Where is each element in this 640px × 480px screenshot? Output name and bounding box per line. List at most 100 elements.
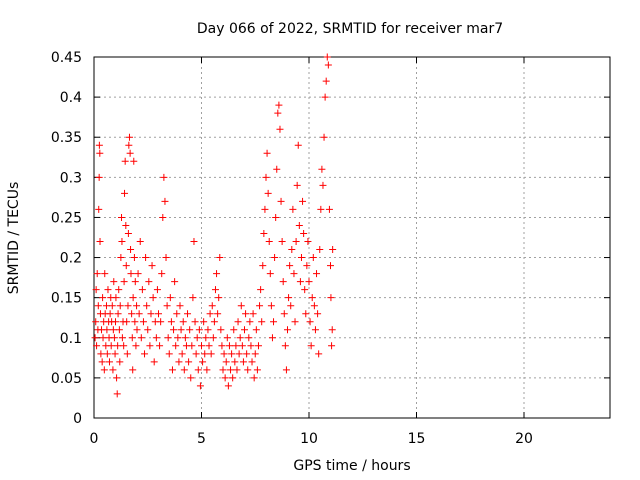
data-point-marker [315,350,323,358]
data-point-marker [136,238,144,246]
data-point-marker [130,254,138,262]
x-axis: 0 5 10 15 20 [90,57,533,447]
data-point-marker [95,205,103,213]
data-point-marker [113,374,121,382]
data-point-marker [294,141,302,149]
data-point-marker [253,366,261,374]
data-point-marker [320,133,328,141]
data-point-marker [192,350,200,358]
data-point-marker [171,278,179,286]
data-point-marker [118,238,126,246]
data-point-marker [271,254,279,262]
data-point-marker [310,302,318,310]
data-point-marker [261,205,269,213]
data-point-marker [232,342,240,350]
data-point-marker [116,358,124,366]
data-point-marker [180,366,188,374]
data-point-marker [304,238,312,246]
data-point-marker [276,125,284,133]
data-point-marker [263,149,271,157]
data-point-marker [112,294,120,302]
data-point-marker [156,342,164,350]
data-point-marker [104,286,112,294]
data-point-marker [133,302,141,310]
data-point-marker [190,238,198,246]
data-point-marker [188,342,196,350]
data-point-marker [103,326,111,334]
data-point-marker [233,366,241,374]
data-point-marker [195,326,203,334]
data-point-marker [306,318,314,326]
data-point-marker [217,326,225,334]
data-point-marker [270,318,278,326]
data-point-marker [248,358,256,366]
data-point-marker [285,294,293,302]
data-point-marker [124,302,132,310]
grid-lines [94,57,610,418]
data-point-marker [228,350,236,358]
x-tick-label: 5 [197,431,206,447]
data-point-marker [126,149,134,157]
data-point-marker [210,318,218,326]
chart-title: Day 066 of 2022, SRMTID for receiver mar… [197,21,503,37]
data-point-marker [213,270,221,278]
data-point-marker [198,342,205,350]
data-point-marker [199,358,207,366]
data-point-marker [118,213,126,221]
data-point-marker [120,342,128,350]
data-point-marker [280,310,288,318]
data-point-marker [230,326,238,334]
data-point-marker [127,246,135,254]
data-point-marker [122,262,130,270]
data-point-marker [196,382,204,390]
data-point-marker [150,358,158,366]
data-point-marker [143,302,151,310]
data-point-marker [191,318,199,326]
data-point-marker [108,302,116,310]
data-point-marker [138,286,146,294]
data-point-marker [234,318,242,326]
data-point-marker [103,350,111,358]
data-point-marker [266,270,274,278]
x-axis-label: GPS time / hours [293,458,410,474]
data-point-marker [181,334,189,342]
data-point-marker [99,334,107,342]
x-tick-label: 10 [300,431,318,447]
data-point-marker [110,278,118,286]
data-point-marker [278,238,286,246]
x-tick-label: 0 [90,431,99,447]
data-point-marker [286,262,294,270]
data-point-marker [152,334,160,342]
data-point-marker [267,302,275,310]
data-point-marker [96,238,104,246]
data-point-marker [254,342,262,350]
data-point-marker [114,342,122,350]
data-point-marker [137,334,145,342]
data-point-marker [155,310,162,318]
data-point-marker [129,366,137,374]
data-point-marker [317,205,325,213]
data-point-marker [229,374,237,382]
data-point-marker [241,326,248,334]
data-point-marker [222,358,230,366]
data-point-marker [308,294,316,302]
data-point-marker [257,286,265,294]
data-point-marker [131,318,139,326]
data-point-marker [273,165,281,173]
data-point-marker [176,302,184,310]
data-point-marker [287,302,295,310]
data-point-marker [219,366,227,374]
data-point-marker [277,197,285,205]
data-point-marker [274,109,282,117]
data-point-marker [324,61,332,69]
data-point-marker [323,53,331,61]
data-point-marker [91,334,99,342]
data-point-marker [172,342,180,350]
data-point-marker [260,229,268,237]
data-point-marker [164,334,172,342]
data-point-marker [135,310,143,318]
data-point-marker [292,238,300,246]
data-point-marker [121,157,129,165]
data-point-marker [165,350,173,358]
